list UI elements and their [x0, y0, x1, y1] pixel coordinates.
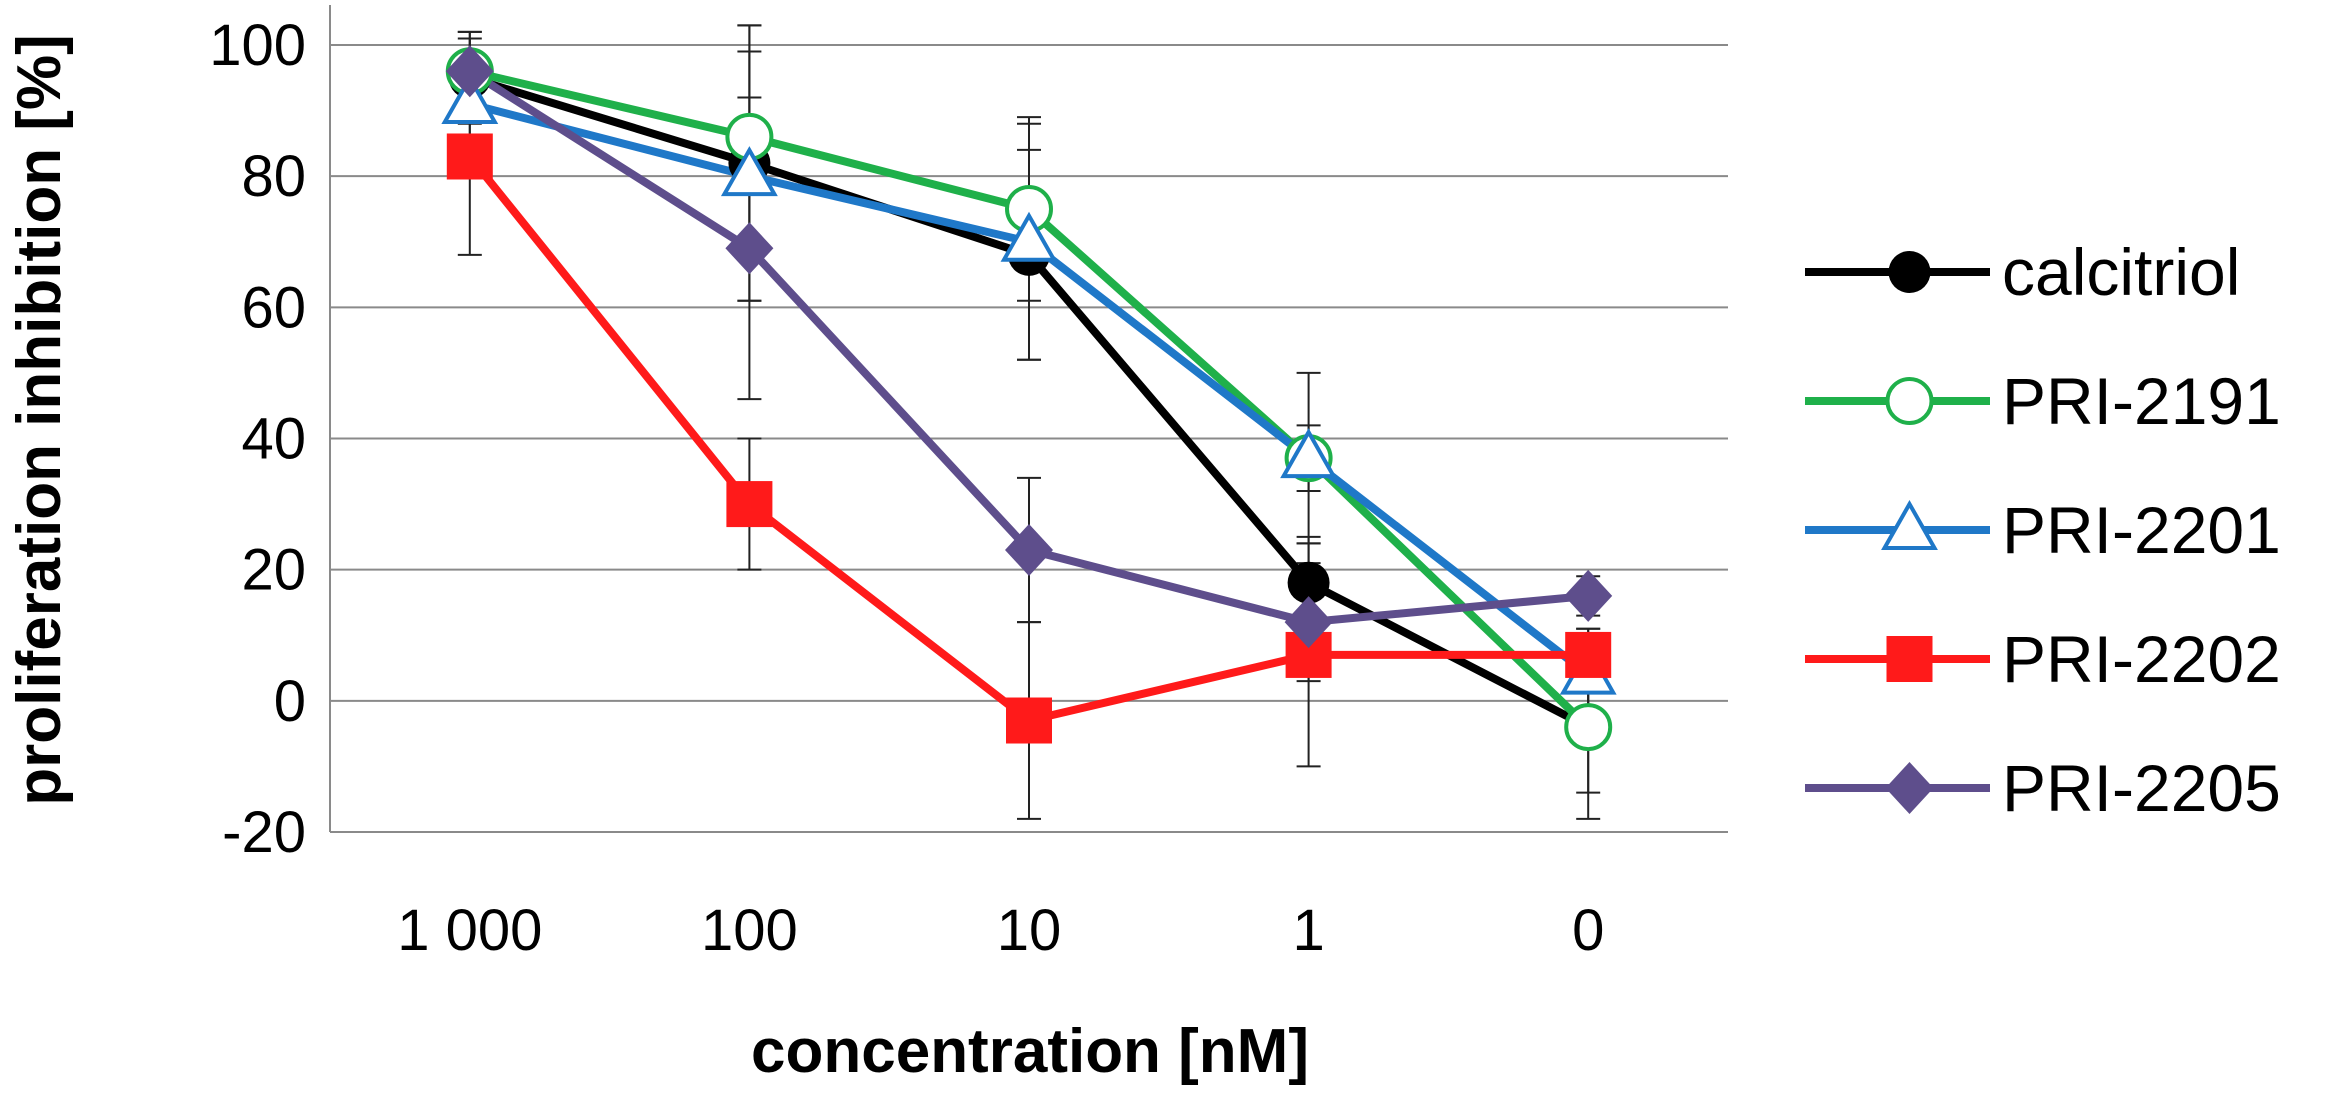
data-point-pri-2205 [1005, 523, 1053, 576]
legend-label-calcitriol: calcitriol [2002, 235, 2240, 309]
data-point-pri-2205 [445, 45, 494, 98]
data-point-pri-2201 [441, 73, 499, 125]
data-point-pri-2205 [1564, 569, 1613, 622]
y-tick-label: -20 [222, 800, 306, 865]
legend-marker-calcitriol [1888, 251, 1931, 293]
series-markers [441, 45, 1617, 752]
x-tick-label: 1 [1292, 898, 1324, 963]
legend-marker-pri-2205 [1885, 762, 1934, 814]
x-axis-title: concentration [nM] [751, 1017, 1309, 1086]
data-point-pri-2202 [1565, 631, 1612, 678]
data-point-pri-2202 [1006, 697, 1052, 744]
data-point-calcitriol [1287, 561, 1330, 604]
y-tick-label: 0 [274, 669, 306, 734]
y-axis-title: proliferation inhibition [%] [5, 34, 74, 805]
data-point-pri-2202 [446, 133, 493, 180]
data-point-pri-2205 [725, 222, 774, 275]
x-tick-label: 100 [701, 898, 798, 963]
x-tick-label: 0 [1572, 898, 1604, 963]
data-point-pri-2191 [1564, 703, 1613, 752]
legend-marker-pri-2202 [1886, 636, 1933, 682]
x-tick-label: 1 000 [397, 898, 542, 963]
y-tick-label: 20 [241, 538, 306, 603]
legend-label-pri-2201: PRI-2201 [2002, 493, 2281, 567]
y-tick-label: 80 [241, 144, 306, 209]
legend: calcitriol PRI-2191 PRI-2201 PRI-2202 PRI-22… [1805, 235, 2281, 825]
y-tick-label: 100 [209, 13, 306, 78]
data-point-pri-2205 [1284, 596, 1333, 649]
legend-marker-pri-2191 [1885, 377, 1934, 425]
legend-marker-pri-2201 [1881, 499, 1938, 550]
y-tick-label: 40 [241, 407, 306, 472]
legend-label-pri-2205: PRI-2205 [2002, 751, 2281, 825]
axes [329, 5, 1728, 833]
y-tick-label: 60 [241, 275, 306, 340]
legend-label-pri-2191: PRI-2191 [2002, 364, 2281, 438]
legend-label-pri-2202: PRI-2202 [2002, 622, 2281, 696]
data-point-pri-2202 [726, 481, 773, 528]
data-point-pri-2201 [1000, 211, 1058, 262]
data-point-pri-2201 [1280, 428, 1338, 479]
data-point-pri-2201 [720, 146, 778, 197]
x-tick-label: 10 [997, 898, 1062, 963]
